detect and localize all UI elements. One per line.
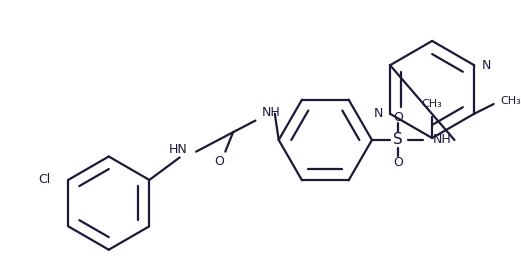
Text: NH: NH: [262, 106, 281, 119]
Text: CH₃: CH₃: [500, 96, 521, 106]
Text: N: N: [374, 107, 383, 120]
Text: O: O: [215, 155, 225, 168]
Text: NH: NH: [433, 133, 452, 146]
Text: CH₃: CH₃: [422, 99, 442, 109]
Text: HN: HN: [169, 143, 188, 156]
Text: S: S: [393, 133, 403, 148]
Text: O: O: [393, 156, 403, 169]
Text: N: N: [482, 59, 491, 72]
Text: Cl: Cl: [39, 173, 51, 186]
Text: O: O: [393, 111, 403, 124]
